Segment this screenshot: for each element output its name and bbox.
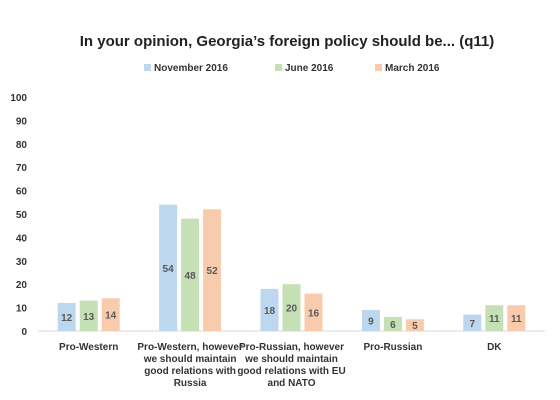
y-tick-label: 10 xyxy=(16,304,28,315)
data-label: 9 xyxy=(368,316,374,327)
y-tick-label: 50 xyxy=(16,210,28,221)
category-label: Pro-Russian xyxy=(363,342,422,353)
category-label: Pro-Western, however we should maintain go… xyxy=(137,342,243,389)
category-label: Pro-Western xyxy=(59,342,118,353)
data-label: 18 xyxy=(264,306,276,317)
data-label: 48 xyxy=(185,271,197,282)
bar xyxy=(57,302,76,331)
bar xyxy=(304,293,323,331)
data-label: 16 xyxy=(308,308,320,319)
data-label: 11 xyxy=(511,314,522,325)
data-label: 14 xyxy=(105,311,117,322)
category-label: DK xyxy=(487,342,502,353)
data-label: 13 xyxy=(83,312,95,323)
bar xyxy=(159,204,178,331)
bar xyxy=(282,284,301,331)
legend-label: June 2016 xyxy=(285,63,334,74)
legend-swatch xyxy=(375,64,382,71)
legend-swatch xyxy=(275,64,282,71)
data-label: 7 xyxy=(470,319,476,330)
y-axis: 0 10 20 30 40 50 60 70 80 90 100 xyxy=(10,93,27,338)
legend-label: March 2016 xyxy=(385,63,440,74)
data-label: 5 xyxy=(412,321,418,332)
bar xyxy=(181,218,200,331)
y-tick-label: 70 xyxy=(16,163,28,174)
legend-label: November 2016 xyxy=(154,63,228,74)
data-label: 6 xyxy=(390,320,396,331)
legend-swatch xyxy=(144,64,151,71)
bar xyxy=(463,314,482,331)
y-tick-label: 0 xyxy=(21,327,27,338)
legend: November 2016 June 2016 March 2016 xyxy=(144,63,440,74)
legend-item: June 2016 xyxy=(275,63,334,74)
y-tick-label: 20 xyxy=(16,280,28,291)
bar xyxy=(203,209,222,331)
bar xyxy=(507,305,526,331)
data-label: 11 xyxy=(489,314,500,325)
bar xyxy=(260,288,279,331)
category-label: Pro-Russian, however we should maintain go… xyxy=(237,342,345,389)
y-tick-label: 100 xyxy=(10,93,27,104)
legend-item: March 2016 xyxy=(375,63,440,74)
bar xyxy=(405,319,424,331)
y-tick-label: 80 xyxy=(16,140,28,151)
legend-item: November 2016 xyxy=(144,63,228,74)
data-label: 20 xyxy=(286,304,298,315)
data-label: 52 xyxy=(207,266,219,277)
bar xyxy=(101,298,120,331)
y-tick-label: 90 xyxy=(16,116,28,127)
data-label: 12 xyxy=(61,313,73,324)
data-label: 54 xyxy=(163,264,175,275)
y-tick-label: 60 xyxy=(16,187,28,198)
x-axis: Pro-Western Pro-Western, however we should… xyxy=(59,342,502,389)
bar xyxy=(485,305,504,331)
bars: 12 13 14 54 48 52 18 20 16 9 6 5 7 11 11 xyxy=(57,204,526,332)
chart-title: In your opinion, Georgia’s foreign polic… xyxy=(80,33,494,50)
y-tick-label: 30 xyxy=(16,257,28,268)
y-tick-label: 40 xyxy=(16,233,28,244)
bar xyxy=(383,316,402,331)
bar xyxy=(361,309,380,331)
bar xyxy=(79,300,98,331)
